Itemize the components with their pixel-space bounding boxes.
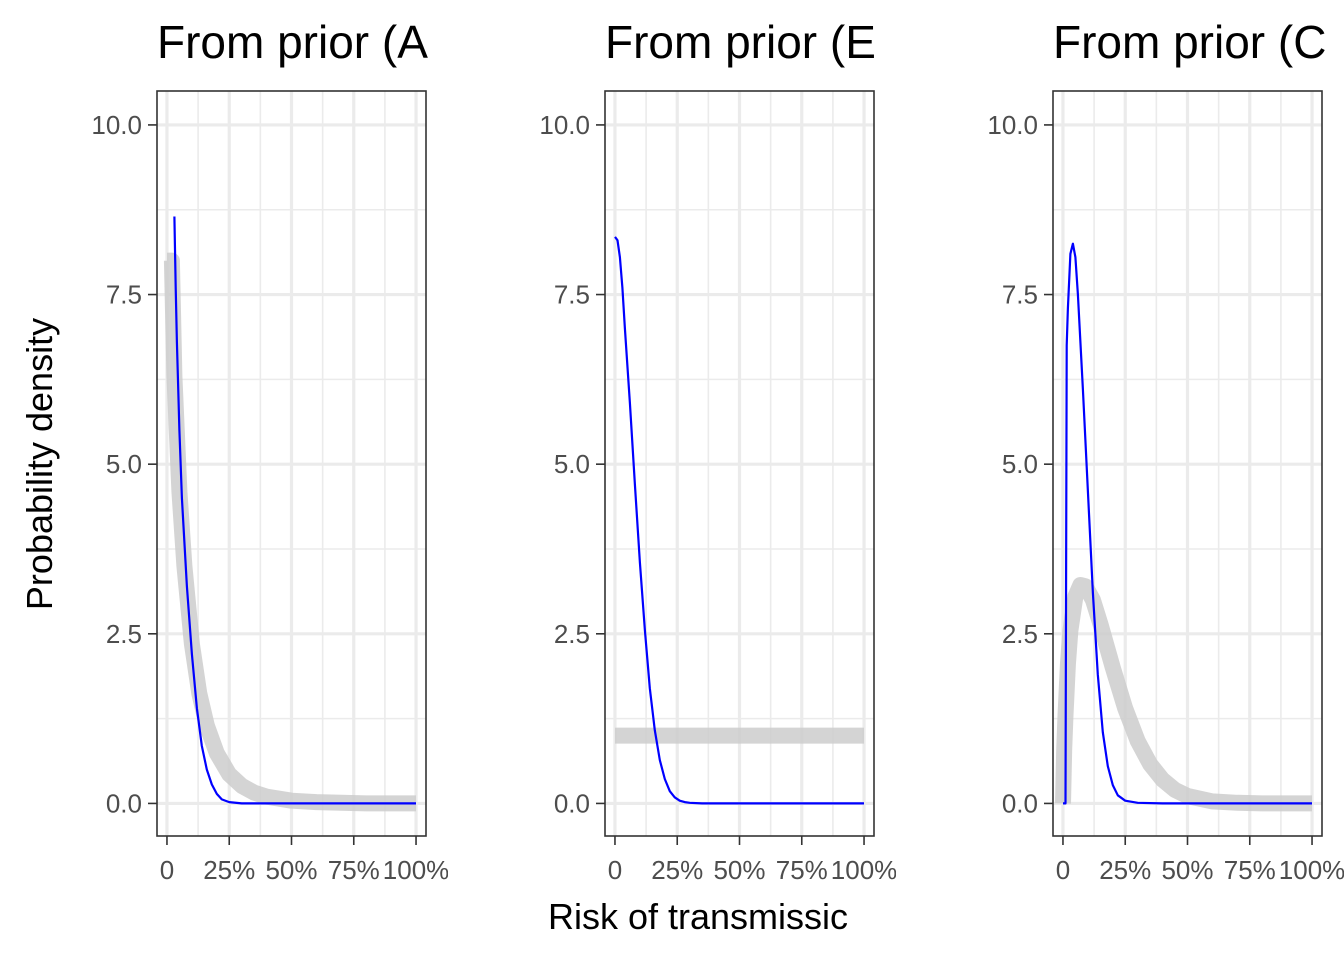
- y-tick-label: 0.0: [554, 788, 590, 818]
- y-tick-label: 7.5: [106, 280, 142, 310]
- y-axis-title: Probability density: [19, 318, 60, 610]
- y-tick-label: 5.0: [554, 449, 590, 479]
- y-tick-label: 2.5: [554, 619, 590, 649]
- x-tick-label: 75%: [328, 855, 380, 885]
- panel-title: From prior (C: [1053, 16, 1326, 68]
- x-tick-label: 0: [608, 855, 622, 885]
- x-tick-label: 100%: [383, 855, 450, 885]
- x-tick-label: 75%: [1224, 855, 1276, 885]
- x-tick-label: 25%: [203, 855, 255, 885]
- panel-prior-b: From prior (E 0.0 2.5 5.0 7.5 10.0 0 25% 50% 75…: [539, 16, 898, 937]
- x-tick-label: 0: [1056, 855, 1070, 885]
- prior-density-line: [1055, 577, 1312, 812]
- panel-title: From prior (A: [157, 16, 428, 68]
- x-axis-title: Risk of transmissic: [548, 896, 848, 937]
- x-tick-label: 100%: [831, 855, 898, 885]
- y-tick-label: 2.5: [1002, 619, 1038, 649]
- x-tick-label: 50%: [713, 855, 765, 885]
- y-tick-label: 10.0: [91, 110, 142, 140]
- y-tick-label: 2.5: [106, 619, 142, 649]
- y-tick-label: 0.0: [1002, 788, 1038, 818]
- posterior-density-line: [173, 216, 416, 805]
- x-tick-label: 75%: [776, 855, 828, 885]
- posterior-density-line: [1063, 242, 1312, 805]
- panel-prior-c: From prior (C 0.0 2.5 5.0 7.5 10.0 0 25% 50% 75…: [987, 16, 1344, 885]
- y-tick-label: 5.0: [106, 449, 142, 479]
- panel-prior-a: From prior (A 0.0 2.5 5.0 7.5 10.0 0 25% 50% 75…: [91, 16, 450, 885]
- x-tick-label: 25%: [651, 855, 703, 885]
- x-tick-label: 100%: [1279, 855, 1344, 885]
- x-tick-label: 50%: [1161, 855, 1213, 885]
- posterior-density-line: [614, 236, 864, 805]
- panel-title: From prior (E: [605, 16, 876, 68]
- x-tick-label: 50%: [265, 855, 317, 885]
- y-tick-label: 10.0: [987, 110, 1038, 140]
- y-tick-label: 0.0: [106, 788, 142, 818]
- y-tick-label: 10.0: [539, 110, 590, 140]
- y-tick-label: 5.0: [1002, 449, 1038, 479]
- y-tick-label: 7.5: [1002, 280, 1038, 310]
- y-tick-label: 7.5: [554, 280, 590, 310]
- x-tick-label: 25%: [1099, 855, 1151, 885]
- x-tick-label: 0: [160, 855, 174, 885]
